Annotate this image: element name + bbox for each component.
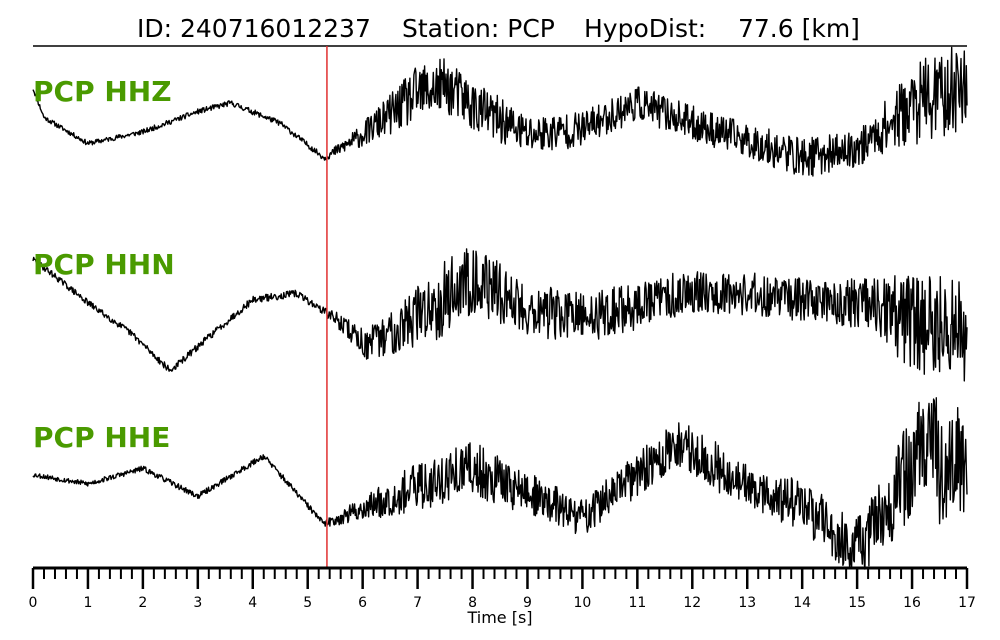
x-tick-label: 12: [683, 595, 701, 611]
x-tick-label: 5: [303, 595, 312, 611]
x-axis-label: Time [s]: [466, 608, 532, 627]
event-id-title: ID: 240716012237: [137, 14, 371, 43]
x-tick-label: 2: [138, 595, 147, 611]
channel-label-hhe: PCP HHE: [33, 421, 170, 454]
x-tick-label: 9: [523, 595, 532, 611]
x-tick-label: 4: [248, 595, 257, 611]
x-tick-label: 15: [848, 595, 866, 611]
channel-label-hhz: PCP HHZ: [33, 75, 172, 108]
hypodistance-title: HypoDist: 77.6 [km]: [584, 14, 860, 43]
x-tick-label: 1: [83, 595, 92, 611]
station-title: Station: PCP: [402, 14, 555, 43]
x-tick-label: 16: [903, 595, 921, 611]
x-tick-label: 10: [573, 595, 591, 611]
x-tick-label: 13: [738, 595, 756, 611]
x-tick-label: 11: [628, 595, 646, 611]
channel-label-hhn: PCP HHN: [33, 248, 175, 281]
x-tick-label: 8: [468, 595, 477, 611]
x-tick-label: 14: [793, 595, 811, 611]
waveform-trace-hhz: [32, 46, 968, 177]
x-tick-label: 3: [193, 595, 202, 611]
x-axis-ticks: 0 1 2 3 4 5 6 7 8 9 10 11 12 13 14 15 16 17: [29, 568, 976, 611]
traces-group: [32, 46, 968, 570]
waveform-trace-hhn: [32, 248, 968, 382]
x-tick-label: 6: [358, 595, 367, 611]
x-tick-label: 0: [29, 595, 38, 611]
x-tick-label: 7: [413, 595, 422, 611]
waveform-trace-hhe: [32, 397, 968, 570]
x-tick-label: 17: [958, 595, 976, 611]
